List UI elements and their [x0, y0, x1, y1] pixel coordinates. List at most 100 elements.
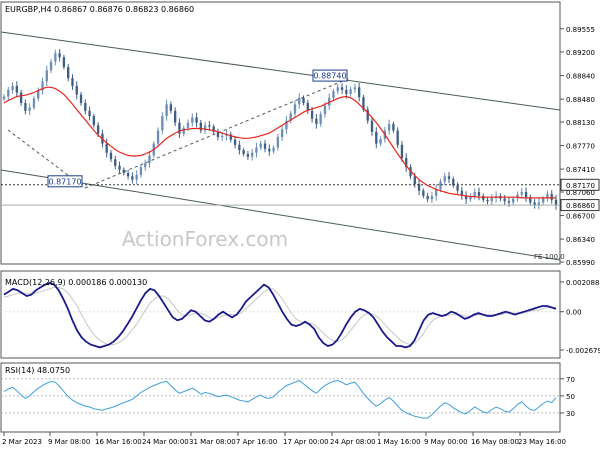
candle-body [537, 202, 541, 206]
candle-body [216, 131, 220, 138]
x-tick-label: 24 Mar 00:00 [142, 438, 189, 446]
candle-body [208, 125, 211, 127]
candle-body [263, 143, 267, 149]
x-tick-label: 9 May 00:00 [424, 438, 468, 446]
x-tick-label: 23 May 16:00 [518, 438, 566, 446]
x-tick-label: 24 Apr 08:00 [330, 438, 376, 446]
candle-body [546, 193, 549, 199]
candle-body [392, 123, 395, 131]
x-tick-label: 16 May 08:00 [471, 438, 519, 446]
candle-body [482, 195, 485, 200]
candle-body [268, 148, 271, 152]
candle-body [105, 143, 108, 153]
candle-body [516, 194, 519, 199]
candle-body [28, 107, 31, 111]
candle-body [109, 152, 113, 160]
candle-body [430, 195, 434, 200]
candle-body [139, 167, 143, 175]
rsi-panel-frame [0, 362, 561, 433]
candle-body [336, 87, 339, 92]
candle-body [452, 178, 455, 186]
candle-body [332, 91, 335, 98]
candle-body [310, 110, 314, 119]
channel-upper-line [0, 31, 561, 111]
candle-body [67, 67, 70, 79]
x-tick-label: 31 Mar 08:00 [189, 438, 236, 446]
rsi-series [1, 378, 560, 419]
axes: 0.89555 0.89200 0.88840 0.88480 0.88130 0.877… [2, 26, 600, 446]
candle-body [19, 92, 23, 104]
candle-body [315, 118, 318, 124]
candle-body [362, 97, 365, 110]
rsi-line [3, 379, 557, 419]
candle-body [289, 113, 292, 121]
candle-body [396, 130, 399, 145]
candle-body [422, 190, 425, 196]
y-tick-label: 0.87410 [566, 166, 595, 174]
candle-body [405, 157, 408, 168]
candle-body [302, 97, 305, 104]
candle-body [328, 97, 331, 106]
candle-body [469, 195, 472, 200]
candle-body [443, 176, 446, 182]
y-tick-label: 0.88130 [566, 119, 595, 127]
annotation-label: 0.88740 [313, 72, 346, 81]
macd-panel-frame [0, 270, 561, 359]
candle-body [242, 150, 245, 155]
candle-body [276, 137, 280, 148]
candle-body [246, 154, 250, 157]
fe-label: FE 100.0 [534, 253, 565, 261]
candle-body [460, 190, 464, 196]
candle-body [387, 123, 391, 131]
y-tick-label: 0.89200 [566, 49, 595, 57]
candle-body [533, 202, 536, 206]
y-tick-label: 0.00 [566, 309, 582, 317]
candle-body [298, 97, 301, 105]
candle-body [169, 104, 173, 111]
candle-body [161, 116, 164, 131]
candle-body [255, 147, 258, 153]
candle-body [225, 134, 228, 136]
macd-series [1, 282, 560, 349]
candle-body [173, 110, 177, 123]
candle-body [58, 53, 61, 58]
candle-body [122, 169, 125, 174]
candle-body [165, 104, 168, 117]
candle-body [486, 199, 489, 202]
candle-body [15, 86, 19, 93]
candle-body [353, 87, 357, 90]
annotation-label: 0.87170 [48, 177, 81, 186]
price-series [2, 48, 558, 210]
candle-body [41, 81, 44, 91]
rsi-panel-title: RSI(14) 48.0750 [5, 366, 70, 375]
candle-body [447, 176, 451, 179]
price-panel-title: EURGBP,H4 0.86867 0.86876 0.86823 0.8686… [5, 5, 194, 14]
candle-body [126, 173, 130, 177]
price-guides: 0.87170 0.88740 [1, 69, 560, 206]
macd-signal-line [3, 286, 556, 346]
x-tick-label: 1 May 16:00 [377, 438, 421, 446]
candle-body [259, 143, 262, 148]
candle-body [507, 201, 511, 203]
x-tick-label: 7 Apr 16:00 [236, 438, 277, 446]
candle-body [49, 61, 53, 71]
candle-body [92, 116, 96, 126]
candle-body [114, 159, 117, 166]
candle-body [550, 193, 553, 200]
candle-body [520, 191, 523, 195]
ma-polyline [3, 86, 556, 199]
candle-body [37, 90, 40, 99]
candle-body [319, 114, 322, 124]
candle-body [195, 117, 198, 123]
candle-body [191, 117, 194, 123]
y-tick-label: 0.87060 [566, 189, 595, 197]
candle-body [212, 126, 215, 132]
candle-body [178, 122, 181, 134]
candle-body [503, 198, 506, 202]
y-tick-label: -0.002679 [566, 347, 600, 355]
candle-body [88, 110, 91, 117]
y-tick-label: 0.87770 [566, 143, 595, 151]
candle-body [490, 197, 493, 202]
candle-body [54, 53, 57, 62]
